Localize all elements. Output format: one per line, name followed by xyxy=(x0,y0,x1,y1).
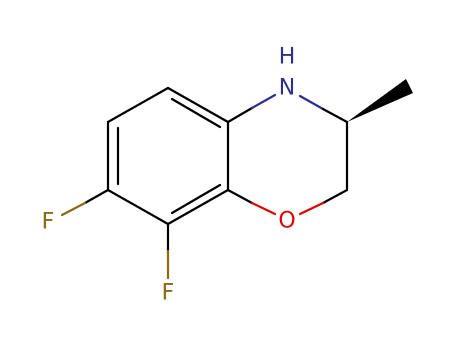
atom-label: F xyxy=(162,281,175,306)
bond xyxy=(83,188,110,205)
bond xyxy=(60,201,87,217)
bond xyxy=(226,106,254,124)
bond xyxy=(250,201,277,216)
bonds xyxy=(60,79,413,280)
bond xyxy=(166,188,230,226)
bond xyxy=(166,86,230,124)
atom-label: N xyxy=(279,76,295,101)
bond xyxy=(250,93,277,110)
atom-label: H xyxy=(279,45,296,70)
bond xyxy=(298,94,325,111)
bond-inner xyxy=(170,183,222,215)
bond xyxy=(321,188,349,205)
atom-label: F xyxy=(42,210,55,235)
bond xyxy=(321,107,349,124)
wedge-bond xyxy=(347,79,413,122)
bond xyxy=(298,201,325,216)
bond-inner xyxy=(170,97,222,129)
atom-label: O xyxy=(278,209,295,234)
bond xyxy=(226,188,254,205)
bond xyxy=(106,188,170,226)
bond xyxy=(106,86,170,124)
